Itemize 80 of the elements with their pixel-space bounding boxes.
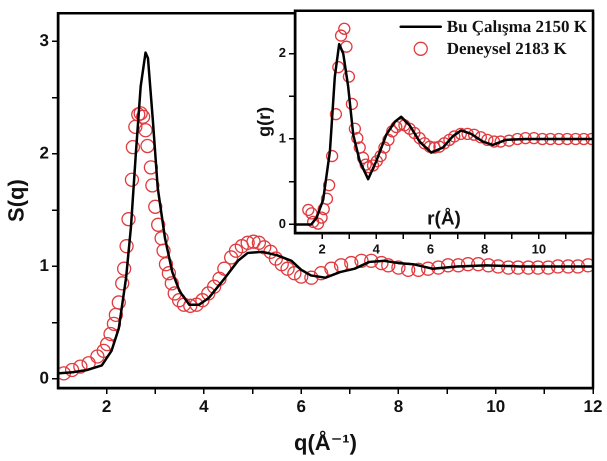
x-tick-label: 4 <box>199 396 210 416</box>
point <box>326 150 338 162</box>
point <box>408 126 421 140</box>
x-tick-label: 2 <box>102 396 112 416</box>
point <box>536 132 548 146</box>
point <box>378 141 391 154</box>
point <box>366 159 380 172</box>
legend-label: Deneysel 2183 K <box>446 39 568 58</box>
point <box>552 132 566 146</box>
point <box>302 204 314 216</box>
point <box>474 131 487 144</box>
point <box>443 134 456 146</box>
point <box>438 137 450 150</box>
y-tick-label: 3 <box>40 31 49 50</box>
point <box>342 70 356 83</box>
y-tick-label: 1 <box>278 130 286 146</box>
point <box>330 108 342 120</box>
point <box>403 122 416 135</box>
point <box>454 128 467 140</box>
point <box>340 40 353 53</box>
point <box>502 134 516 147</box>
point <box>433 140 446 153</box>
x-tick-label: 10 <box>532 241 546 256</box>
point <box>315 211 328 224</box>
y-tick-label: 0 <box>278 216 286 232</box>
point <box>488 135 500 148</box>
point <box>390 120 402 134</box>
point <box>570 132 582 146</box>
point <box>481 134 494 146</box>
point <box>305 207 318 220</box>
point <box>307 216 320 228</box>
x-tick-label: 2 <box>318 241 326 256</box>
point <box>360 158 372 171</box>
x-tick-label: 8 <box>481 241 488 256</box>
point <box>423 140 436 153</box>
point <box>322 178 336 192</box>
point <box>354 141 366 154</box>
point <box>332 61 344 74</box>
y-axis-title: S(q) <box>3 179 28 222</box>
x-tick-label: 10 <box>486 396 506 416</box>
x-tick-label: 8 <box>394 396 404 416</box>
point <box>338 22 350 35</box>
x-axis-title: q(Å⁻¹) <box>294 430 357 455</box>
point <box>494 135 507 148</box>
point <box>418 137 431 150</box>
y-tick-label: 0 <box>40 368 49 388</box>
y-tick-label: 2 <box>278 45 286 60</box>
y-tick-label: 2 <box>40 144 49 163</box>
point <box>413 132 426 144</box>
point <box>374 150 387 162</box>
point <box>348 122 362 135</box>
x-axis-title: r(Å) <box>427 208 461 230</box>
point <box>320 192 334 205</box>
x-tick-label: 12 <box>584 396 602 416</box>
point <box>544 132 557 146</box>
x-tick-label: 4 <box>372 241 381 256</box>
point <box>398 119 411 132</box>
legend-label: Bu Çalışma 2150 K <box>446 17 588 36</box>
point <box>346 98 358 110</box>
point <box>519 132 532 144</box>
point <box>382 134 395 146</box>
point <box>351 132 364 144</box>
y-tick-label: 1 <box>40 256 49 276</box>
point <box>356 152 370 164</box>
point <box>334 29 348 42</box>
x-tick-label: 6 <box>426 241 434 256</box>
point <box>578 132 590 146</box>
point <box>468 128 480 141</box>
point <box>428 141 441 154</box>
point <box>318 202 330 216</box>
point <box>561 132 574 146</box>
point <box>511 132 524 146</box>
point <box>448 130 460 143</box>
point <box>528 132 540 144</box>
point <box>461 128 474 140</box>
point <box>312 217 324 230</box>
x-tick-label: 6 <box>296 396 306 416</box>
y-axis-title: g(r) <box>254 106 274 137</box>
point <box>370 155 383 168</box>
point <box>386 125 398 138</box>
